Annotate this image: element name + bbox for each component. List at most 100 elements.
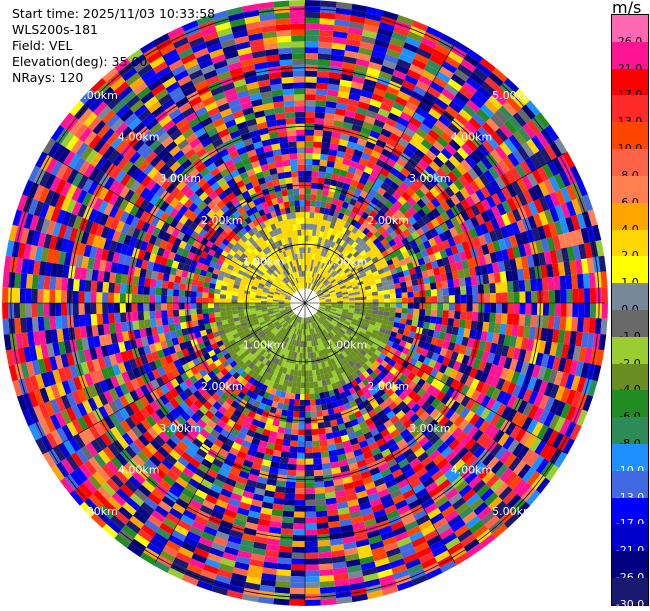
velocity-cell — [208, 287, 215, 294]
velocity-cell — [315, 200, 322, 208]
velocity-cell — [503, 259, 512, 272]
velocity-cell — [417, 158, 429, 170]
velocity-cell — [425, 165, 437, 177]
velocity-cell — [354, 143, 366, 152]
velocity-cell — [524, 279, 532, 292]
velocity-cell — [368, 155, 379, 165]
velocity-cell — [501, 248, 510, 261]
velocity-cell — [315, 194, 323, 202]
velocity-cell — [305, 587, 321, 595]
velocity-cell — [322, 263, 328, 270]
velocity-cell — [337, 278, 344, 284]
velocity-cell — [323, 420, 332, 428]
velocity-cell — [305, 129, 315, 136]
velocity-cell — [512, 149, 525, 164]
velocity-cell — [305, 270, 307, 277]
velocity-cell — [347, 290, 354, 294]
velocity-cell — [571, 274, 579, 289]
velocity-cell — [319, 29, 334, 37]
velocity-cell — [479, 222, 489, 235]
velocity-cell — [354, 263, 362, 270]
velocity-cell — [525, 303, 532, 315]
velocity-cell — [305, 82, 317, 89]
velocity-cell — [479, 57, 496, 73]
velocity-cell — [460, 198, 471, 211]
velocity-cell — [323, 208, 331, 215]
velocity-cell — [403, 127, 416, 138]
velocity-cell — [572, 288, 579, 303]
velocity-cell — [313, 463, 323, 471]
velocity-cell — [155, 303, 162, 311]
velocity-cell — [225, 303, 232, 308]
velocity-cell — [161, 317, 169, 326]
velocity-cell — [307, 276, 310, 283]
velocity-cell — [467, 167, 479, 181]
velocity-cell — [327, 214, 334, 222]
velocity-cell — [438, 179, 450, 191]
velocity-cell — [522, 267, 531, 280]
velocity-cell — [362, 227, 370, 236]
velocity-cell — [20, 273, 28, 289]
velocity-cell — [345, 44, 360, 53]
velocity-cell — [389, 204, 399, 214]
velocity-cell — [431, 124, 444, 137]
velocity-cell — [445, 325, 454, 335]
velocity-cell — [309, 211, 315, 219]
velocity-cell — [552, 235, 562, 250]
velocity-cell — [294, 393, 301, 400]
velocity-cell — [580, 258, 589, 274]
velocity-cell — [305, 147, 314, 154]
velocity-cell — [507, 152, 520, 167]
velocity-cell — [374, 178, 384, 188]
velocity-cell — [315, 404, 323, 412]
velocity-cell — [527, 186, 539, 202]
velocity-cell — [560, 202, 571, 219]
velocity-cell — [318, 255, 323, 262]
velocity-cell — [326, 95, 338, 103]
velocity-cell — [318, 268, 323, 275]
velocity-cell — [172, 309, 180, 317]
velocity-cell — [511, 180, 523, 195]
velocity-cell — [416, 47, 432, 60]
velocity-cell — [319, 12, 336, 20]
velocity-cell — [388, 316, 396, 322]
velocity-cell — [349, 87, 363, 96]
velocity-cell — [462, 171, 474, 184]
velocity-cell — [314, 481, 325, 489]
velocity-cell — [431, 303, 438, 310]
velocity-cell — [405, 142, 418, 154]
velocity-cell — [315, 510, 328, 518]
velocity-cell — [342, 158, 352, 166]
velocity-cell — [519, 303, 526, 315]
velocity-cell — [174, 322, 182, 331]
velocity-cell — [219, 298, 226, 303]
velocity-cell — [325, 258, 330, 265]
velocity-cell — [374, 82, 389, 92]
velocity-cell — [348, 92, 361, 102]
velocity-cell — [336, 180, 345, 189]
velocity-cell — [475, 189, 486, 202]
velocity-cell — [377, 187, 387, 196]
velocity-cell — [278, 420, 287, 428]
velocity-cell — [394, 142, 406, 153]
velocity-cell — [455, 163, 468, 176]
velocity-cell — [401, 250, 410, 259]
velocity-cell — [313, 218, 319, 225]
velocity-cell — [402, 201, 413, 211]
velocity-cell — [403, 210, 413, 220]
velocity-cell — [305, 529, 318, 536]
velocity-cell — [502, 101, 518, 117]
velocity-cell — [286, 469, 297, 477]
velocity-cell — [340, 287, 347, 292]
velocity-cell — [345, 270, 352, 276]
velocity-cell — [339, 133, 350, 142]
velocity-cell — [119, 293, 126, 303]
velocity-cell — [413, 53, 430, 65]
velocity-cell — [334, 156, 344, 164]
velocity-cell — [322, 130, 333, 138]
velocity-cell — [553, 316, 561, 330]
velocity-cell — [373, 230, 382, 239]
velocity-cell — [298, 411, 305, 418]
velocity-cell — [326, 283, 333, 289]
velocity-cell — [324, 112, 335, 120]
